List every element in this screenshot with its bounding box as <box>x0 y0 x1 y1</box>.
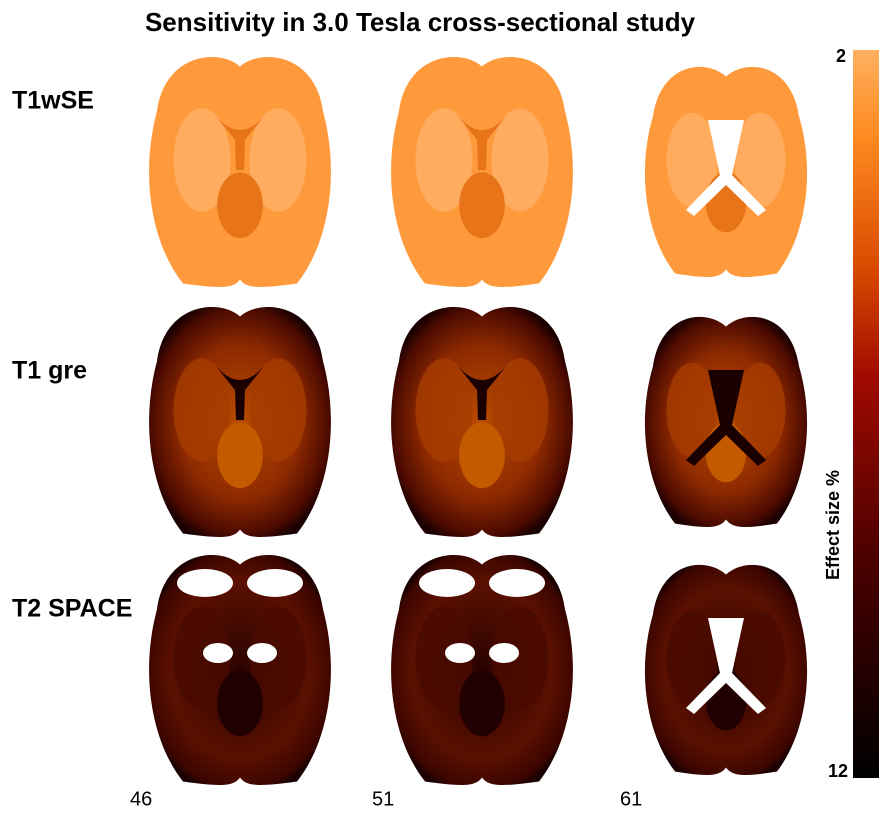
brain-region <box>666 362 718 458</box>
brain-core <box>459 172 505 239</box>
brain-slice <box>391 555 573 785</box>
ventricle <box>686 618 766 714</box>
lesion <box>419 569 475 597</box>
brain-slice <box>149 57 331 287</box>
column-label: 46 <box>130 788 152 810</box>
lesion <box>247 643 277 663</box>
brain-region <box>173 358 231 462</box>
brain-slice <box>644 316 808 527</box>
lesion <box>177 569 233 597</box>
row-label: T1wSE <box>12 87 94 115</box>
brain-slice <box>391 307 573 537</box>
ventricle <box>686 120 766 216</box>
lesion <box>445 643 475 663</box>
brain-slice <box>644 66 808 277</box>
lesion <box>247 569 303 597</box>
brain-region <box>173 108 231 212</box>
brain-core <box>459 422 505 489</box>
colorbar-top-label: 2 <box>836 46 846 66</box>
brain-region <box>666 112 718 208</box>
brain-region <box>249 108 307 212</box>
brain-slice <box>644 564 808 775</box>
column-label: 61 <box>620 788 642 810</box>
lesion <box>489 569 545 597</box>
brain-region <box>173 606 231 710</box>
brain-region <box>491 358 549 462</box>
brain-slice <box>391 57 573 287</box>
colorbar-label: Effect size % <box>823 470 843 580</box>
lesion <box>203 643 233 663</box>
row-label: T1 gre <box>12 357 87 385</box>
brain-core <box>217 172 263 239</box>
colorbar-bottom-label: 12 <box>828 761 848 781</box>
brain-region <box>415 108 473 212</box>
colorbar <box>853 50 879 778</box>
lesion <box>489 643 519 663</box>
brain-core <box>217 670 263 737</box>
brain-region <box>249 606 307 710</box>
brain-region <box>415 358 473 462</box>
brain-region <box>249 358 307 462</box>
brain-core <box>459 670 505 737</box>
brain-region <box>666 610 718 706</box>
brain-slice <box>149 307 331 537</box>
ventricle <box>215 365 265 420</box>
row-label: T2 SPACE <box>12 595 132 623</box>
brain-region <box>734 362 786 458</box>
brain-region <box>491 108 549 212</box>
ventricle <box>457 115 507 170</box>
ventricle <box>215 115 265 170</box>
brain-region <box>491 606 549 710</box>
ventricle <box>457 365 507 420</box>
brain-region <box>734 610 786 706</box>
figure-title: Sensitivity in 3.0 Tesla cross-sectional… <box>145 7 696 37</box>
brain-slice <box>149 555 331 785</box>
column-label: 51 <box>372 788 394 810</box>
brain-core <box>217 422 263 489</box>
brain-region <box>415 606 473 710</box>
ventricle <box>686 370 766 466</box>
brain-region <box>734 112 786 208</box>
